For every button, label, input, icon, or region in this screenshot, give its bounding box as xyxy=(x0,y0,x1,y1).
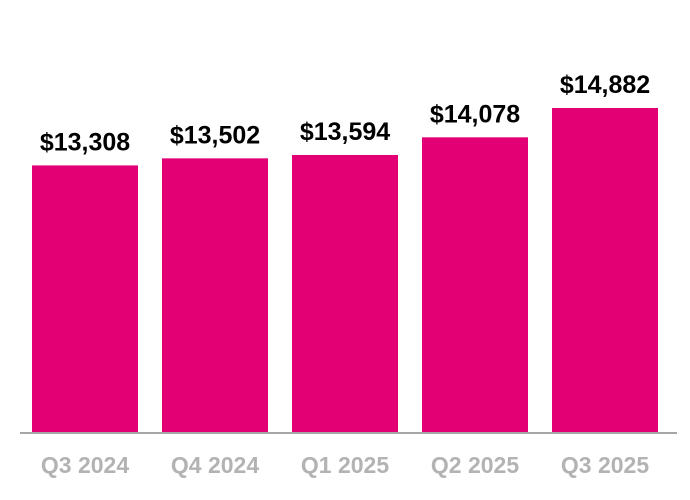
data-label: $13,308 xyxy=(40,128,130,156)
x-tick-label: Q1 2025 xyxy=(301,452,389,478)
data-label: $14,078 xyxy=(430,100,520,128)
x-tick-label: Q4 2024 xyxy=(171,452,259,478)
bar-q2-2025 xyxy=(422,137,528,432)
data-label: $14,882 xyxy=(560,71,650,99)
bar-q1-2025 xyxy=(292,154,398,432)
x-tick-label: Q3 2024 xyxy=(41,452,129,478)
bar-q4-2024 xyxy=(162,158,268,432)
bar-q3-2025 xyxy=(552,108,658,432)
bar-q3-2024 xyxy=(32,165,138,432)
x-tick-label: Q3 2025 xyxy=(561,452,649,478)
data-label: $13,502 xyxy=(170,121,260,149)
x-tick-label: Q2 2025 xyxy=(431,452,519,478)
data-label: $13,594 xyxy=(300,118,390,146)
